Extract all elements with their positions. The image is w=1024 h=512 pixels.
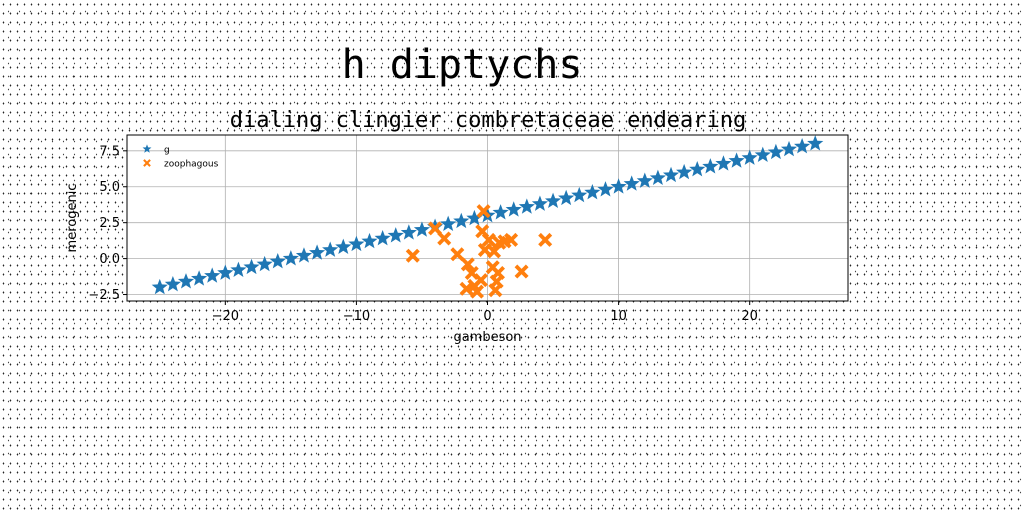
point-g — [361, 232, 378, 249]
point-zoophagous — [538, 232, 553, 247]
y-tick-label: 0.0 — [99, 252, 120, 267]
point-g — [597, 181, 614, 197]
point-zoophagous — [450, 247, 465, 262]
point-g — [610, 178, 627, 194]
point-zoophagous — [470, 284, 485, 299]
x-tick-label: 10 — [610, 309, 627, 324]
point-zoophagous — [504, 232, 519, 247]
point-g — [466, 209, 483, 226]
point-g — [282, 250, 299, 266]
point-g — [558, 189, 575, 206]
point-g — [636, 172, 653, 188]
grid — [127, 135, 848, 301]
point-g — [794, 138, 811, 154]
point-zoophagous — [514, 264, 529, 279]
x-tick-label: −10 — [343, 309, 370, 324]
series-layer — [151, 135, 824, 299]
point-g — [374, 229, 391, 246]
point-g — [662, 166, 680, 183]
point-g — [413, 221, 431, 237]
point-zoophagous — [459, 281, 474, 296]
point-g — [309, 244, 326, 260]
point-g — [151, 278, 168, 295]
point-zoophagous — [488, 283, 503, 298]
point-g — [807, 135, 824, 151]
point-g — [584, 183, 601, 200]
legend-marker-g — [142, 144, 152, 153]
point-g — [728, 152, 745, 168]
y-tick-label: 5.0 — [99, 180, 120, 195]
x-tick-label: 20 — [741, 309, 758, 324]
point-g — [715, 155, 732, 171]
point-g — [505, 201, 522, 217]
point-g — [164, 275, 181, 292]
point-g — [204, 267, 221, 283]
point-g — [256, 255, 273, 272]
point-g — [387, 227, 404, 243]
point-zoophagous — [476, 204, 491, 219]
series-g — [151, 135, 824, 295]
point-zoophagous — [405, 248, 420, 263]
point-g — [689, 160, 706, 177]
point-g — [623, 175, 640, 191]
legend-label: g — [164, 146, 170, 156]
legend: g zoophagous — [142, 144, 219, 170]
y-tick-label: 7.5 — [99, 144, 120, 159]
point-zoophagous — [428, 221, 443, 236]
point-g — [754, 146, 771, 162]
chart-suptitle: h diptychs — [342, 42, 583, 88]
y-axis-label: merogenic — [65, 184, 80, 253]
chart-title: dialing clingier combretaceae endearing — [230, 108, 747, 133]
point-g — [295, 247, 313, 263]
point-zoophagous — [437, 231, 452, 246]
x-axis-label: gambeson — [453, 330, 521, 345]
point-g — [269, 252, 286, 269]
point-g — [322, 241, 339, 257]
point-g — [440, 215, 457, 231]
x-tick-label: 0 — [483, 309, 491, 324]
point-g — [676, 163, 693, 180]
y-tick-label: −2.5 — [88, 288, 120, 303]
legend-label: zoophagous — [164, 160, 219, 170]
series-zoophagous — [405, 204, 553, 299]
point-g — [767, 143, 784, 160]
point-g — [518, 198, 535, 214]
point-g — [177, 273, 195, 289]
point-g — [243, 258, 260, 275]
point-g — [702, 158, 719, 174]
legend-marker-zoophagous — [143, 159, 151, 167]
point-g — [348, 235, 365, 252]
point-g — [531, 195, 549, 211]
point-g — [217, 264, 234, 280]
point-g — [453, 212, 470, 229]
point-g — [741, 149, 758, 165]
point-g — [400, 224, 417, 240]
point-g — [780, 140, 798, 157]
point-g — [335, 238, 352, 254]
point-zoophagous — [460, 257, 475, 272]
axis-ticks: −20 −10 0 10 20 −2.5 0.0 2.5 5.0 7.5 — [88, 144, 758, 324]
point-g — [492, 204, 509, 220]
y-tick-label: 2.5 — [99, 216, 120, 231]
point-g — [544, 192, 562, 208]
point-g — [571, 186, 588, 203]
point-zoophagous — [481, 232, 496, 247]
point-g — [649, 169, 666, 185]
point-zoophagous — [487, 244, 502, 259]
point-g — [191, 270, 208, 286]
x-tick-label: −20 — [212, 309, 239, 324]
point-g — [230, 261, 247, 277]
